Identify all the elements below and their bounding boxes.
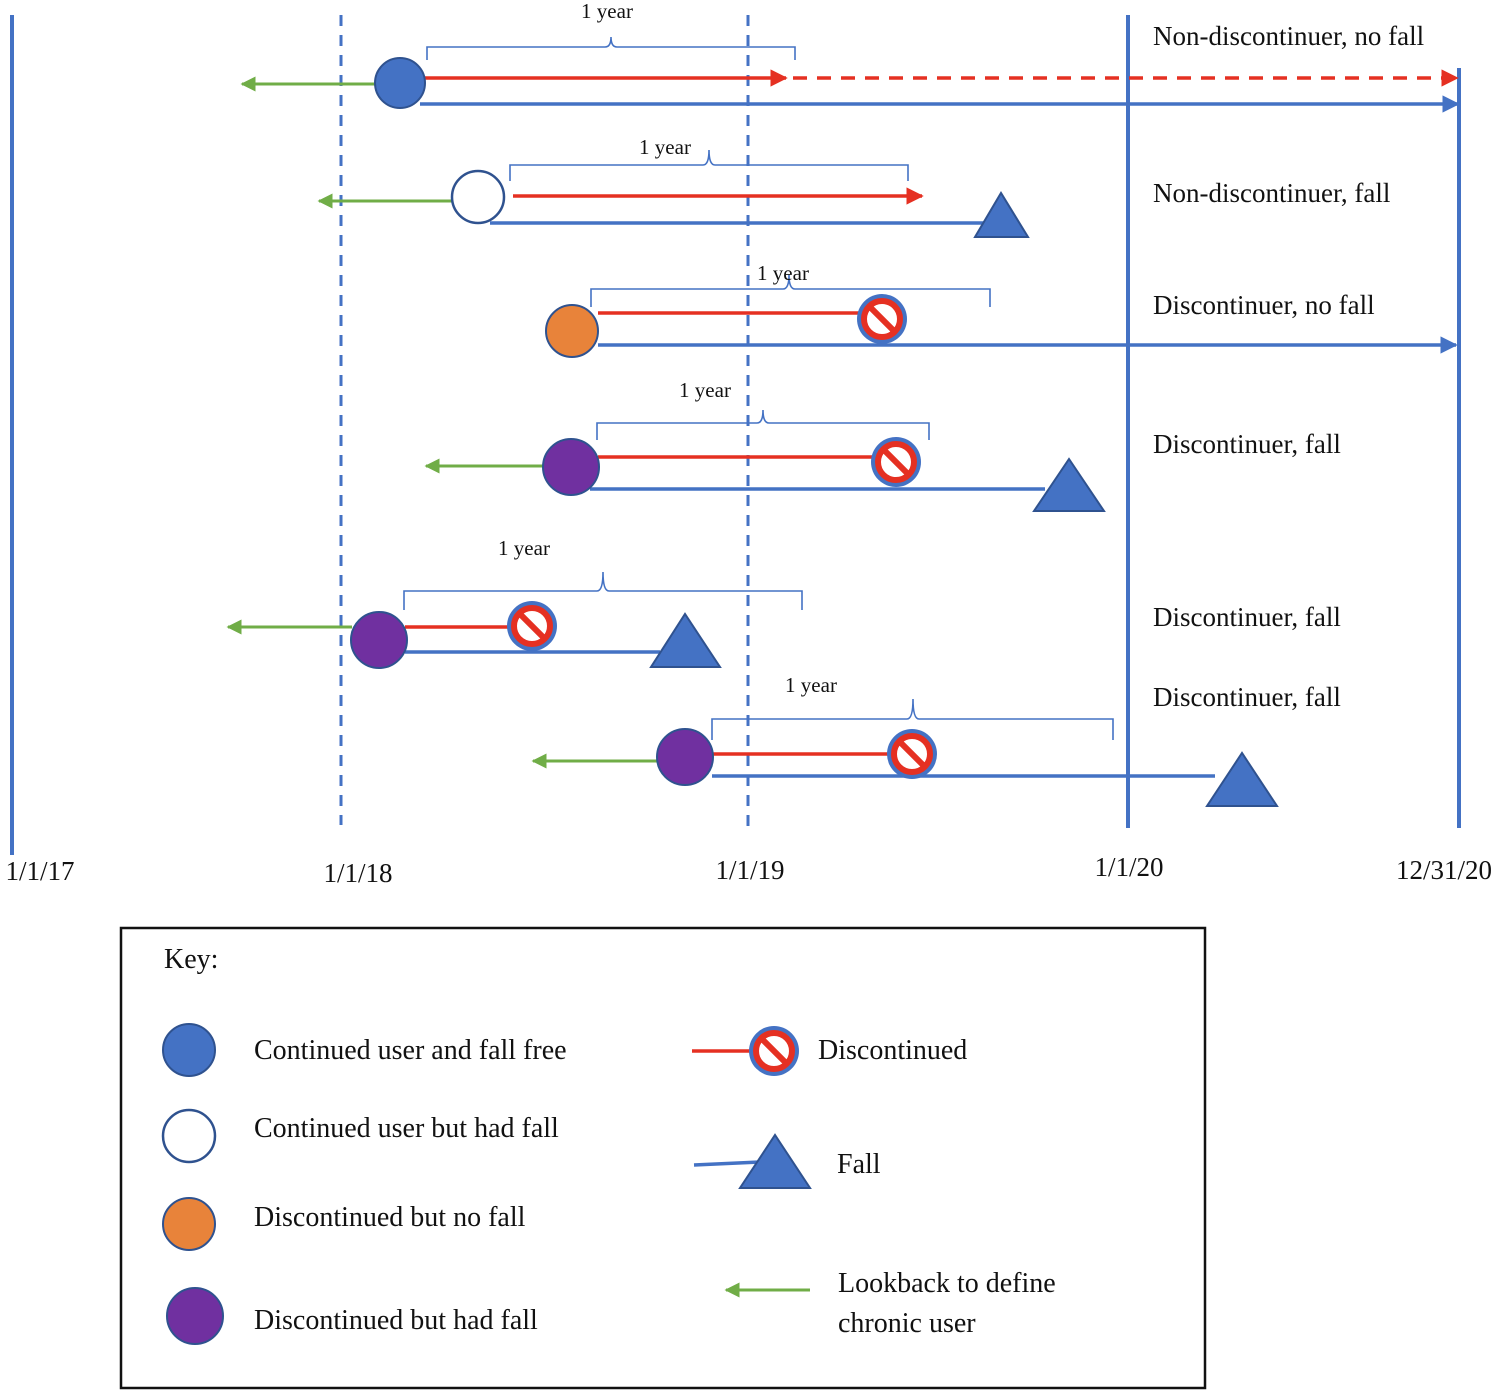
axis-labels: 1/1/17 1/1/18 1/1/19 1/1/20 12/31/20 xyxy=(5,852,1492,888)
patient-circle-purple xyxy=(656,728,714,786)
row-label: Non-discontinuer, fall xyxy=(1153,178,1390,208)
fall-triangle xyxy=(1032,457,1106,512)
legend-label: Continued user but had fall xyxy=(254,1113,559,1144)
legend-circle-orange xyxy=(162,1197,216,1251)
fall-triangle xyxy=(649,612,722,668)
legend-label: Lookback to define xyxy=(838,1268,1056,1299)
axis-date-label: 1/1/17 xyxy=(5,856,74,886)
patient-circle-white xyxy=(450,169,506,225)
legend-border xyxy=(119,926,1207,1390)
patient-circle-purple xyxy=(350,611,408,669)
one-year-label: 1 year xyxy=(785,673,837,697)
legend-label: chronic user xyxy=(838,1308,976,1339)
legend-fall-line xyxy=(693,1160,761,1167)
discontinued-icon xyxy=(857,294,907,344)
fall-triangle xyxy=(973,191,1030,238)
legend-label: Discontinued but had fall xyxy=(254,1305,538,1336)
one-year-bracket xyxy=(426,36,796,60)
legend-box: Key: Continued user and fall free Contin… xyxy=(119,926,1207,1390)
axis-date-label: 1/1/18 xyxy=(323,858,392,888)
discontinued-icon xyxy=(887,729,937,779)
row-label: Discontinuer, fall xyxy=(1153,682,1341,712)
row-4: 1 year Discontinuer, fall xyxy=(424,378,1341,512)
legend-discontinued-icon xyxy=(749,1026,799,1076)
legend-label: Discontinued xyxy=(818,1035,967,1066)
fall-triangle xyxy=(1205,751,1279,807)
legend-label: Continued user and fall free xyxy=(254,1035,567,1066)
row-1: 1 year Non-discontinuer, no fall xyxy=(240,0,1460,113)
axis-date-label: 1/1/19 xyxy=(715,855,784,885)
patient-circle-orange xyxy=(545,304,599,358)
one-year-label: 1 year xyxy=(498,536,550,560)
row-label: Discontinuer, fall xyxy=(1153,602,1341,632)
one-year-bracket xyxy=(590,274,991,307)
patient-circle-purple xyxy=(542,438,600,496)
row-label: Non-discontinuer, no fall xyxy=(1153,21,1424,51)
one-year-bracket xyxy=(711,698,1114,740)
discontinued-icon xyxy=(507,601,557,651)
one-year-bracket xyxy=(509,149,909,181)
legend-fall-triangle xyxy=(738,1133,812,1189)
one-year-label: 1 year xyxy=(757,261,809,285)
legend-circle-white xyxy=(161,1108,217,1164)
legend-label: Fall xyxy=(837,1149,881,1180)
patient-circle-blue xyxy=(374,57,426,109)
discontinued-icon xyxy=(871,437,921,487)
one-year-bracket xyxy=(596,409,930,440)
legend-title: Key: xyxy=(164,944,218,975)
row-6: 1 year Discontinuer, fall xyxy=(531,673,1341,807)
one-year-label: 1 year xyxy=(679,378,731,402)
row-3: 1 year Discontinuer, no fall xyxy=(545,261,1458,358)
axis-date-label: 1/1/20 xyxy=(1094,852,1163,882)
legend-circle-blue xyxy=(162,1023,216,1077)
legend-label: Discontinued but no fall xyxy=(254,1202,526,1233)
one-year-label: 1 year xyxy=(581,0,633,23)
one-year-bracket xyxy=(403,571,803,610)
axis-lines xyxy=(10,15,1461,855)
row-label: Discontinuer, fall xyxy=(1153,429,1341,459)
row-2: 1 year Non-discontinuer, fall xyxy=(317,135,1390,238)
axis-date-label: 12/31/20 xyxy=(1396,855,1492,885)
row-5: 1 year Discontinuer, fall xyxy=(226,536,1341,669)
one-year-label: 1 year xyxy=(639,135,691,159)
legend-circle-purple xyxy=(166,1287,224,1345)
row-label: Discontinuer, no fall xyxy=(1153,290,1375,320)
